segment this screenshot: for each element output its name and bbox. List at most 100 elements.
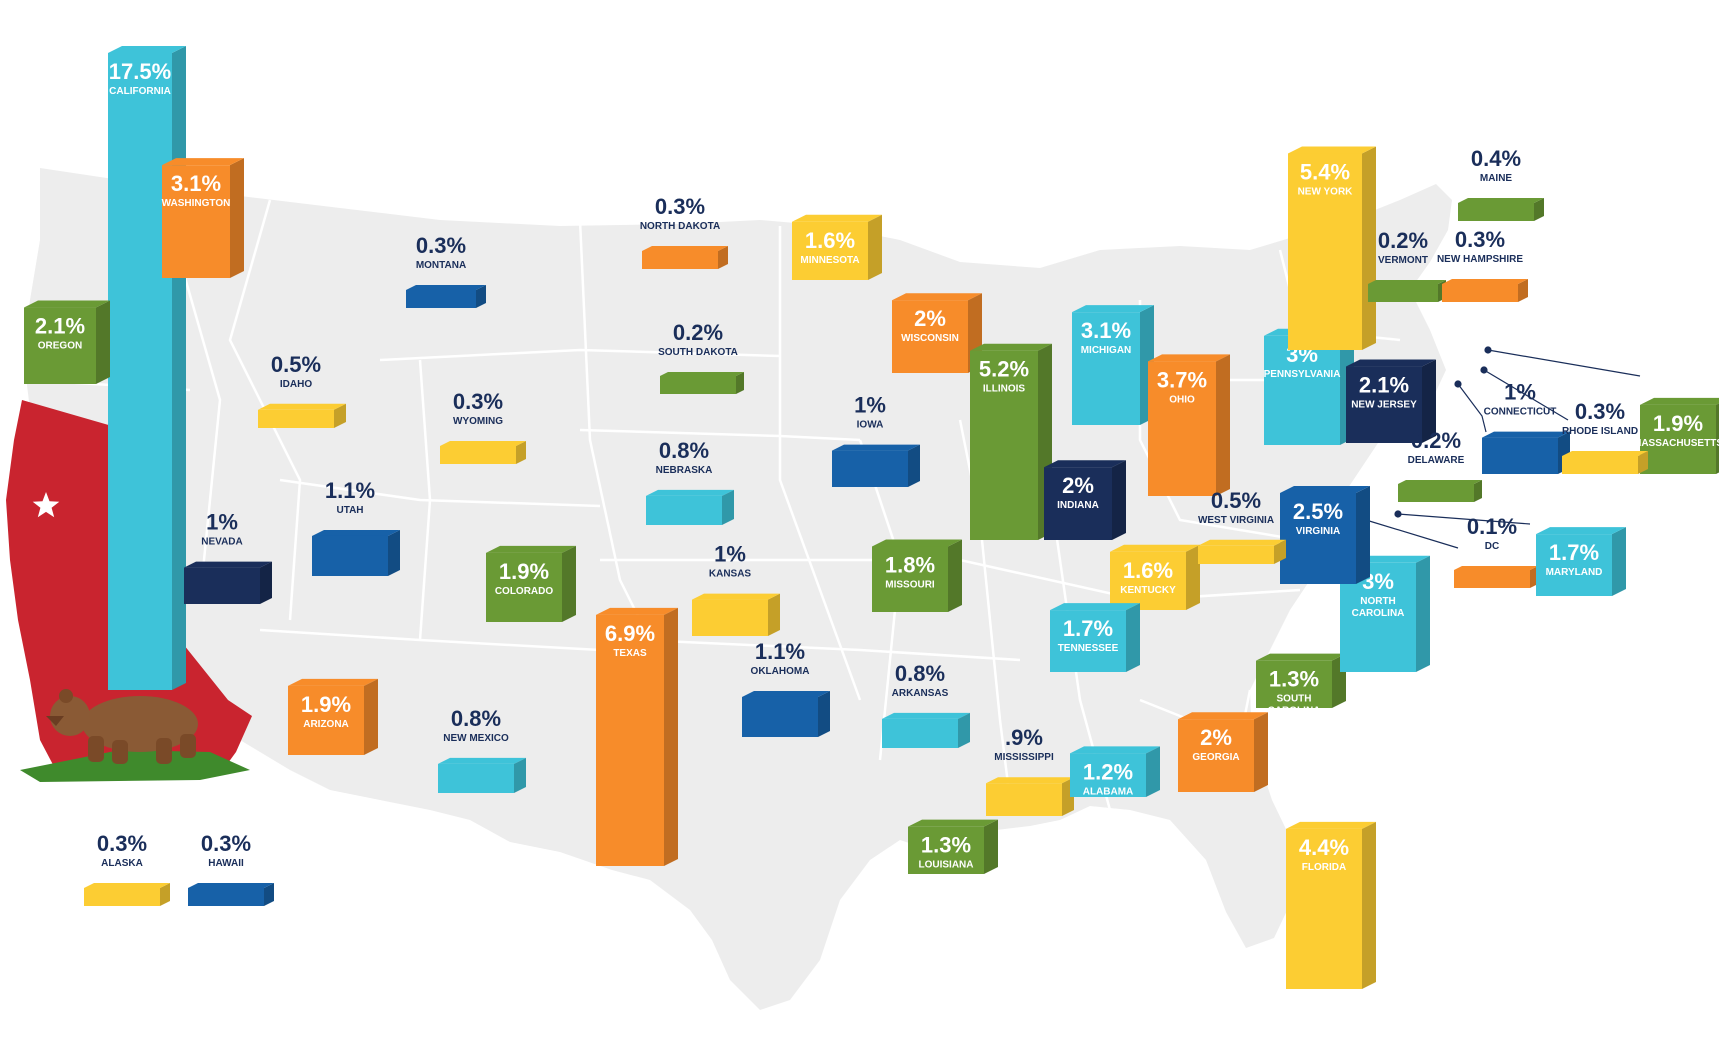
bar-top-georgia xyxy=(1178,712,1268,720)
bar-new-york: 5.4% NEW YORK xyxy=(1288,146,1376,350)
state-label-nevada: NEVADA xyxy=(201,537,242,548)
bar-front-dc xyxy=(1454,570,1530,588)
bar-new-mexico: 0.8% NEW MEXICO xyxy=(438,706,526,793)
bear-icon xyxy=(46,689,198,764)
value-label-georgia: 2% xyxy=(1200,725,1232,750)
bar-top-wisconsin xyxy=(892,293,982,301)
state-label-texas: TEXAS xyxy=(613,648,647,659)
value-label-maryland: 1.7% xyxy=(1549,540,1599,565)
bar-missouri: 1.8% MISSOURI xyxy=(872,539,962,612)
value-label-montana: 0.3% xyxy=(416,233,466,258)
bar-kansas: 1% KANSAS xyxy=(692,542,780,636)
bear-leg xyxy=(156,738,172,764)
bar-side-idaho xyxy=(334,403,346,428)
bar-side-rhode-island xyxy=(1638,451,1648,474)
value-label-minnesota: 1.6% xyxy=(805,228,855,253)
bar-nevada: 1% NEVADA xyxy=(184,510,272,604)
bar-mississippi: .9% MISSISSIPPI xyxy=(986,725,1074,816)
bar-top-michigan xyxy=(1072,305,1154,313)
bar-side-iowa xyxy=(908,444,920,487)
bar-side-arkansas xyxy=(958,712,970,748)
bar-front-louisiana xyxy=(908,826,984,874)
bar-top-new-york xyxy=(1288,146,1376,154)
state-label-arizona: ARIZONA xyxy=(303,719,349,730)
value-label-oregon: 2.1% xyxy=(35,314,85,339)
bar-top-south-dakota xyxy=(660,372,744,376)
bar-front-new-mexico xyxy=(438,763,514,793)
value-label-tennessee: 1.7% xyxy=(1063,616,1113,641)
state-label-vermont: VERMONT xyxy=(1378,255,1428,266)
value-label-alabama: 1.2% xyxy=(1083,759,1133,784)
bar-top-nevada xyxy=(184,561,272,568)
bar-alaska: 0.3% ALASKA xyxy=(84,831,170,906)
bar-top-kentucky xyxy=(1110,544,1200,552)
bar-front-pennsylvania xyxy=(1264,335,1340,445)
bar-connecticut: 1% CONNECTICUT xyxy=(1482,380,1570,474)
bar-side-oklahoma xyxy=(818,690,830,737)
california-shape xyxy=(6,400,252,778)
bar-top-louisiana xyxy=(908,819,998,827)
bar-oregon: 2.1% OREGON xyxy=(24,300,110,384)
state-label-line: CAROLINA xyxy=(1352,608,1405,619)
bar-iowa: 1% IOWA xyxy=(832,393,920,487)
state-label-indiana: INDIANA xyxy=(1057,500,1099,511)
state-label-illinois: ILLINOIS xyxy=(983,384,1026,395)
bar-front-minnesota xyxy=(792,221,868,280)
bar-top-new-hampshire xyxy=(1442,279,1528,284)
bar-top-alaska xyxy=(84,883,170,888)
value-label-maine: 0.4% xyxy=(1471,146,1521,171)
bar-top-dc xyxy=(1454,566,1538,570)
value-label-arkansas: 0.8% xyxy=(895,661,945,686)
bar-side-california xyxy=(172,46,186,690)
bar-ohio: 3.7% OHIO xyxy=(1148,354,1230,496)
bar-nebraska: 0.8% NEBRASKA xyxy=(646,438,734,525)
bear-leg xyxy=(112,740,128,764)
state-label-new-jersey: NEW JERSEY xyxy=(1351,400,1417,411)
bar-front-vermont xyxy=(1368,284,1438,302)
state-label-oklahoma: OKLAHOMA xyxy=(751,666,810,677)
state-label-south-dakota: SOUTH DAKOTA xyxy=(658,347,738,358)
leader-line-massachusetts xyxy=(1487,349,1641,377)
state-label-hawaii: HAWAII xyxy=(208,858,244,869)
bar-front-virginia xyxy=(1280,493,1356,584)
bar-front-north-dakota xyxy=(642,251,718,269)
bar-california: 17.5% CALIFORNIA xyxy=(108,46,186,690)
bar-top-rhode-island xyxy=(1562,451,1648,456)
state-label-south-carolina: SOUTH CAROLINA xyxy=(1268,694,1321,717)
bar-alabama: 1.2% ALABAMA xyxy=(1070,746,1160,797)
state-label-washington: WASHINGTON xyxy=(162,198,231,209)
state-label-tennessee: TENNESSEE xyxy=(1058,643,1119,654)
state-label-california: CALIFORNIA xyxy=(109,86,171,97)
state-label-connecticut: CONNECTICUT xyxy=(1484,407,1557,418)
state-label-line: NORTH xyxy=(1360,596,1396,607)
bar-side-delaware xyxy=(1474,480,1482,502)
state-bars: 17.5% CALIFORNIA 3.1% WASHINGTON 2.1% OREGON 0… xyxy=(24,46,1719,989)
value-label-massachusetts: 1.9% xyxy=(1653,411,1703,436)
bar-washington: 3.1% WASHINGTON xyxy=(162,158,244,278)
leader-line-connecticut xyxy=(1457,383,1487,433)
value-label-hawaii: 0.3% xyxy=(201,831,251,856)
bar-side-nevada xyxy=(260,561,272,604)
bar-top-iowa xyxy=(832,444,920,451)
bar-south-carolina: 1.3%SOUTH CAROLINA xyxy=(1256,653,1346,717)
california-flag-art xyxy=(6,400,252,782)
value-label-connecticut: 1% xyxy=(1504,380,1536,405)
value-label-louisiana: 1.3% xyxy=(921,833,971,858)
bar-top-new-mexico xyxy=(438,757,526,764)
bar-side-massachusetts xyxy=(1716,403,1719,474)
value-label-kansas: 1% xyxy=(714,542,746,567)
value-label-utah: 1.1% xyxy=(325,478,375,503)
value-label-wyoming: 0.3% xyxy=(453,389,503,414)
value-label-missouri: 1.8% xyxy=(885,552,935,577)
value-label-south-carolina: 1.3% xyxy=(1269,667,1319,692)
state-label-minnesota: MINNESOTA xyxy=(800,255,859,266)
bar-front-massachusetts xyxy=(1640,404,1716,474)
leader-line-rhode-island xyxy=(1483,369,1569,421)
bar-top-maryland xyxy=(1536,527,1626,535)
bear-leg xyxy=(180,734,196,758)
state-label-ohio: OHIO xyxy=(1169,394,1195,405)
bar-side-tennessee xyxy=(1126,603,1140,672)
state-label-missouri: MISSOURI xyxy=(885,579,935,590)
bar-illinois: 5.2% ILLINOIS xyxy=(970,343,1052,540)
bar-side-hawaii xyxy=(264,883,274,906)
